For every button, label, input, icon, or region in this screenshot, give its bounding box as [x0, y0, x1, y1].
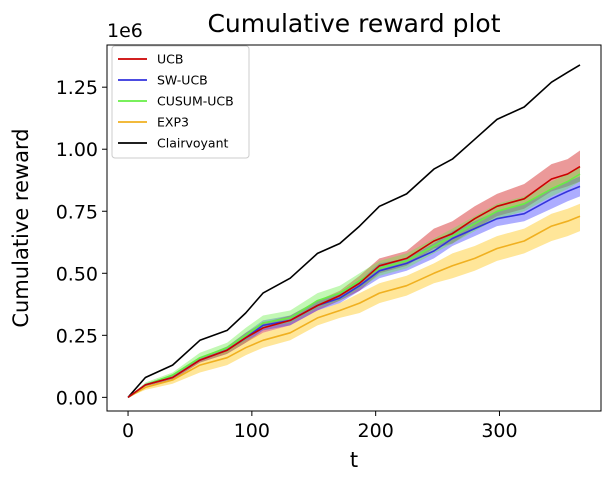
y-axis-ticks: 0.00 0.25 0.50 0.75 1.00 1.25	[56, 77, 107, 409]
y-tick-label: 0.50	[56, 263, 98, 285]
y-axis-offset-label: 1e6	[107, 20, 143, 42]
y-tick-label: 0.75	[56, 201, 98, 223]
x-tick-label: 100	[234, 420, 270, 442]
legend-label-cusum-ucb: CUSUM-UCB	[157, 94, 234, 109]
y-tick-label: 0.25	[56, 325, 98, 347]
legend-label-ucb: UCB	[157, 52, 183, 67]
plot-area-frame	[106, 44, 602, 412]
ucb-line	[127, 165, 581, 399]
x-axis-ticks: 0 100 200 300	[122, 411, 518, 442]
legend-label-sw-ucb: SW-UCB	[157, 73, 208, 88]
legend-label-exp3: EXP3	[157, 115, 189, 130]
y-tick-label: 0.00	[56, 387, 98, 409]
y-axis-label: Cumulative reward	[9, 128, 33, 327]
cusum-ucb-line	[127, 173, 581, 399]
x-tick-label: 300	[481, 420, 517, 442]
chart-title: Cumulative reward plot	[207, 9, 500, 38]
ucb-band	[128, 150, 580, 398]
y-tick-label: 1.00	[56, 139, 98, 161]
legend: UCB SW-UCB CUSUM-UCB EXP3 Clairvoyant	[111, 45, 250, 159]
legend-frame	[111, 45, 250, 159]
x-axis-label: t	[350, 448, 358, 472]
legend-label-clairvoyant: Clairvoyant	[157, 136, 228, 151]
series-lines	[127, 64, 581, 399]
legend-items: UCB SW-UCB CUSUM-UCB EXP3 Clairvoyant	[118, 52, 234, 151]
exp3-band	[128, 203, 580, 398]
y-tick-label: 1.25	[56, 77, 98, 99]
x-tick-label: 0	[122, 420, 134, 442]
x-tick-label: 200	[358, 420, 394, 442]
clairvoyant-line	[127, 64, 581, 398]
exp3-line	[127, 215, 581, 399]
